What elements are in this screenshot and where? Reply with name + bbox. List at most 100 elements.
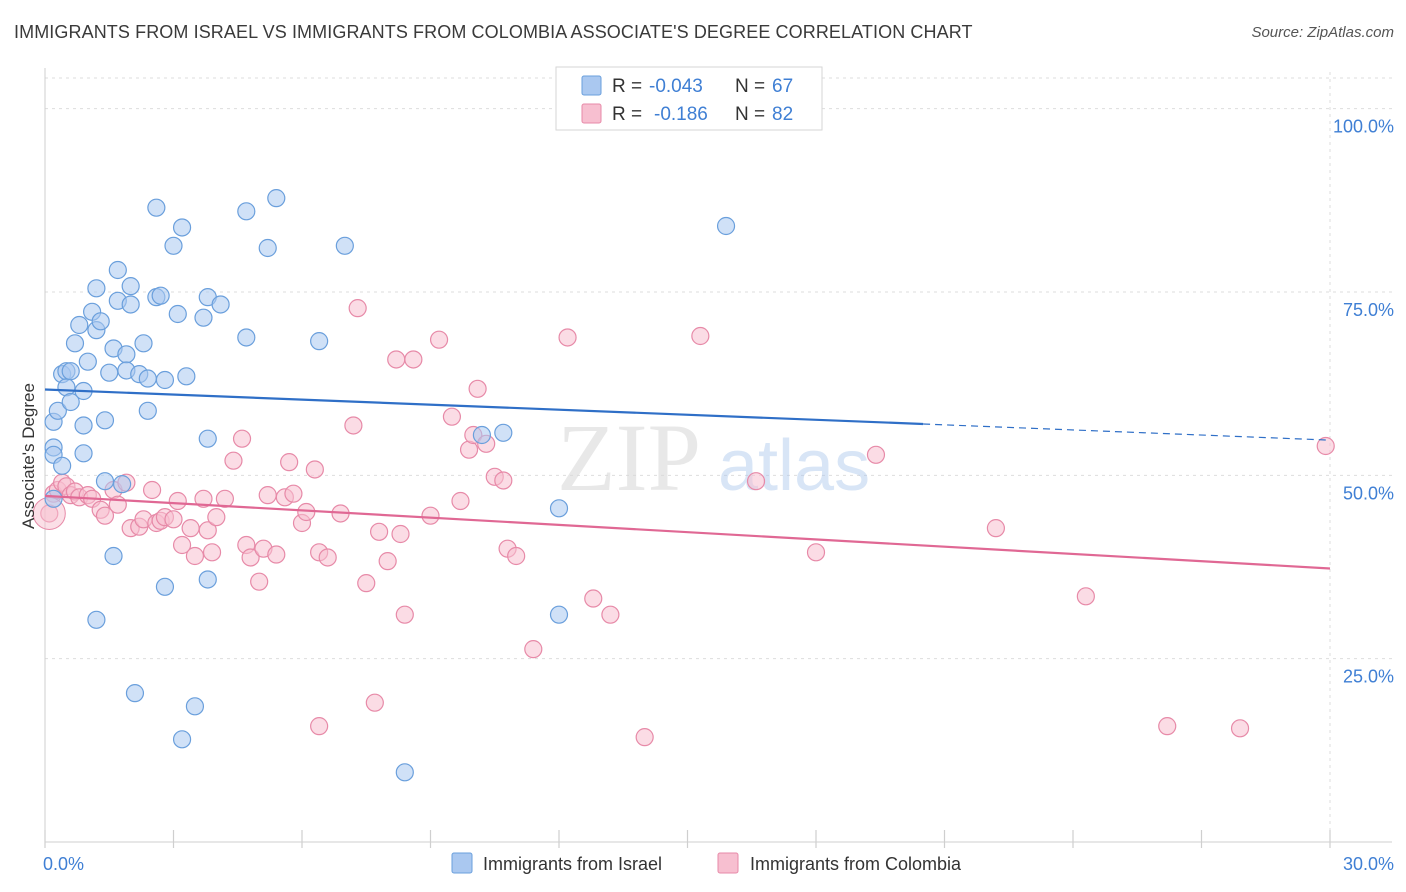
chart-source: Source: ZipAtlas.com [1251, 24, 1394, 41]
stats-n-value-colombia: 82 [772, 104, 793, 125]
israel-point [95, 472, 115, 491]
y-tick-label: 50.0% [1343, 483, 1394, 503]
colombia-point [429, 330, 449, 349]
y-axis-label: Associate's Degree [19, 383, 38, 529]
colombia-point [198, 521, 217, 540]
israel-point [194, 308, 213, 327]
colombia-point [468, 379, 487, 398]
colombia-point [395, 605, 414, 624]
colombia-point [558, 328, 577, 347]
israel-point [185, 697, 205, 716]
colombia-point [344, 416, 363, 435]
israel-point [48, 401, 67, 420]
israel-point [117, 345, 136, 364]
colombia-point [494, 471, 513, 490]
x-tick-label: 30.0% [1343, 854, 1394, 874]
colombia-point [421, 506, 440, 525]
colombia-point [370, 522, 389, 541]
stats-r-value-colombia: -0.186 [654, 104, 708, 125]
israel-point [258, 238, 277, 258]
israel-point [164, 236, 183, 255]
stats-legend-swatch-colombia [581, 103, 602, 124]
israel-point [172, 730, 192, 749]
israel-point [211, 295, 230, 314]
trend-lines [44, 388, 1331, 570]
colombia-point [357, 574, 376, 593]
colombia-point [442, 407, 462, 426]
israel-point [61, 362, 80, 381]
trend-line-colombia [44, 494, 1331, 570]
chart-title: IMMIGRANTS FROM ISRAEL VS IMMIGRANTS FRO… [14, 22, 973, 42]
colombia-point [305, 460, 324, 479]
israel-point [198, 429, 217, 448]
israel-point [147, 198, 166, 217]
colombia-point [1230, 719, 1250, 738]
israel-point [155, 577, 175, 596]
israel-point [716, 216, 736, 236]
israel-point [177, 367, 196, 386]
colombia-point [280, 453, 299, 472]
israel-point [138, 369, 157, 388]
colombia-point [404, 350, 423, 369]
axes [44, 68, 1392, 848]
colombia-point [267, 545, 286, 564]
colombia-point [142, 480, 162, 500]
colombia-point [1316, 436, 1335, 456]
colombia-point [584, 589, 603, 608]
colombia-point [746, 472, 766, 491]
legend-label-colombia: Immigrants from Colombia [750, 854, 962, 874]
israel-point [95, 411, 115, 430]
x-tick-label: 0.0% [43, 854, 84, 874]
colombia-point [348, 299, 367, 318]
israel-point [155, 370, 175, 390]
series-legend: Immigrants from Israel Immigrants from C… [451, 852, 962, 874]
israel-point [121, 277, 140, 296]
colombia-point [164, 510, 183, 529]
israel-point [87, 279, 106, 298]
israel-point [267, 189, 286, 208]
colombia-point [601, 605, 620, 624]
stats-legend-swatch-israel [581, 75, 602, 96]
israel-point [310, 332, 329, 351]
colombia-point [691, 326, 710, 346]
y-tick-label: 100.0% [1333, 117, 1394, 137]
colombia-point [378, 552, 397, 571]
israel-point [237, 202, 256, 221]
stats-n-value-israel: 67 [772, 76, 793, 97]
watermark-atlas: atlas [718, 426, 870, 506]
colombia-point [185, 546, 205, 566]
colombia-point [391, 524, 410, 544]
israel-point [44, 489, 63, 508]
israel-point [151, 286, 170, 305]
israel-point [125, 684, 145, 703]
colombia-point [866, 445, 886, 464]
colombia-point [1076, 587, 1095, 606]
israel-point [549, 499, 569, 518]
watermark: ZIP atlas [557, 404, 870, 511]
stats-r-value-israel: -0.043 [649, 76, 703, 97]
israel-point [121, 295, 140, 314]
series-israel-points [44, 189, 736, 782]
israel-point [108, 260, 127, 280]
israel-point [104, 546, 123, 566]
israel-point [172, 218, 192, 237]
colombia-point [451, 491, 470, 511]
colombia-point [524, 640, 543, 659]
israel-point [138, 401, 157, 420]
israel-point [87, 610, 106, 629]
grid-lines [45, 72, 1392, 842]
israel-point [74, 444, 93, 463]
israel-point [494, 423, 513, 442]
israel-point [91, 312, 110, 331]
stats-n-label-colombia: N = [735, 104, 770, 125]
colombia-point [168, 491, 187, 511]
legend-swatch-israel [451, 852, 473, 874]
israel-point [335, 236, 354, 255]
y-tick-label: 75.0% [1343, 300, 1394, 320]
series-colombia-points [32, 299, 1335, 747]
colombia-point [310, 717, 329, 736]
colombia-point [986, 519, 1006, 538]
israel-point [65, 334, 85, 353]
israel-point [112, 475, 132, 494]
